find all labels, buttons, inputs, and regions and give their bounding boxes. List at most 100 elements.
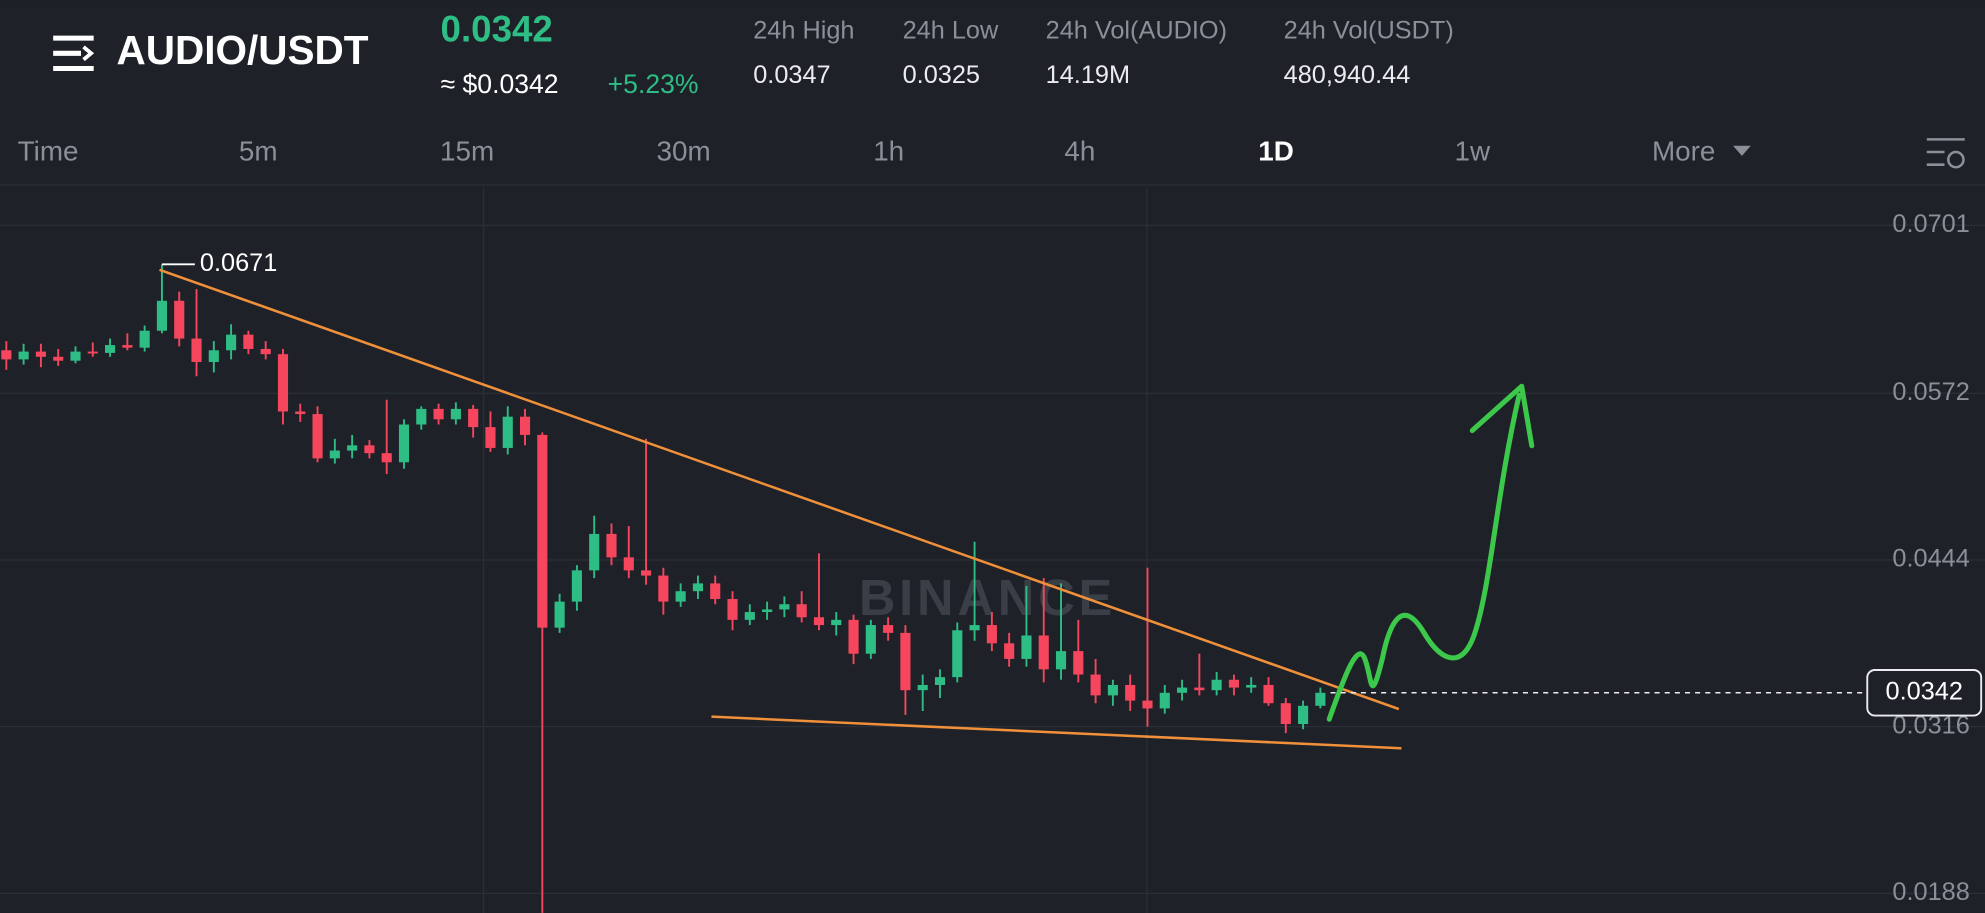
timeframe-tab[interactable]: 30m [657, 136, 711, 167]
candle-body [1298, 705, 1309, 725]
candle-body [1315, 692, 1326, 706]
stat-value: 14.19M [1046, 61, 1130, 89]
candle-body [744, 612, 755, 620]
candle-body [831, 619, 842, 626]
candle-body [710, 583, 721, 600]
stats: 24h High 0.0347 24h Low 0.0325 24h Vol(AUDIO… [753, 16, 1454, 88]
candle-body [416, 408, 427, 425]
candle-body [485, 427, 496, 448]
watermark: BINANCE [859, 569, 1116, 626]
candle-body [934, 677, 946, 685]
candle-body [865, 625, 876, 654]
candle-body [1176, 687, 1188, 693]
stat-label: 24h Vol(AUDIO) [1046, 16, 1227, 44]
candle-body [969, 625, 980, 631]
candle-body [139, 330, 150, 348]
candle-body [813, 617, 825, 626]
candle-body [519, 416, 531, 435]
candle-body [277, 354, 289, 412]
stat-value: 0.0347 [753, 61, 830, 89]
last-price-box [1866, 669, 1983, 717]
candle-body [174, 300, 185, 339]
candle-body [191, 338, 202, 362]
candle-body [727, 599, 738, 620]
y-tick-label: 0.0444 [1892, 545, 1969, 573]
timeframe-tab[interactable]: Time [18, 136, 79, 167]
candle-body [1263, 684, 1274, 704]
stat-value: 480,940.44 [1284, 61, 1411, 89]
candle-body [623, 557, 634, 571]
candle-body [312, 414, 323, 459]
candle-body [329, 450, 340, 459]
candle-body [35, 351, 46, 357]
candle-body [1159, 692, 1170, 709]
high-label: 0.0671 [200, 249, 277, 277]
candle-body [1142, 700, 1153, 709]
candle-body [18, 351, 29, 360]
candle-body [779, 604, 790, 610]
candle-body [450, 408, 461, 420]
candle-body [1055, 651, 1067, 670]
candle-body [433, 408, 444, 420]
timeframe-tab[interactable]: 1D [1258, 136, 1294, 167]
last-price-label: 0.0342 [1886, 677, 1963, 705]
candle-body [1211, 679, 1222, 691]
candle-body [1073, 651, 1084, 675]
settings-icon[interactable] [1926, 138, 1965, 169]
y-tick-label: 0.0701 [1892, 210, 1969, 238]
candle-body [1228, 679, 1239, 688]
price-usd: ≈ $0.0342 [441, 69, 559, 99]
stat-label: 24h Vol(USDT) [1284, 16, 1454, 44]
candle-body [1004, 643, 1015, 659]
candle-body [589, 533, 600, 571]
candle-body [364, 445, 375, 454]
last-price: 0.0342 [441, 8, 553, 49]
candle-body [468, 408, 479, 428]
candle-body [347, 445, 358, 451]
y-tick-label: 0.0572 [1892, 378, 1969, 406]
plot [0, 224, 1985, 913]
candle-body [105, 345, 116, 353]
candle-body [848, 619, 859, 654]
timeframe-tab[interactable]: More [1652, 136, 1715, 167]
candle-body [1090, 674, 1101, 696]
timeframe-tab[interactable]: 5m [239, 136, 278, 167]
dropdown-arrow [1733, 145, 1751, 156]
candle-body [226, 334, 237, 351]
candle-body [952, 630, 963, 678]
timeframe-tabs: Time 5m 15m 30m 1h 4h 1D 1w More [18, 136, 1751, 167]
candle-body [675, 591, 686, 602]
candle-body [260, 348, 271, 355]
candle-body [502, 416, 513, 448]
candle-body [156, 300, 168, 331]
candle-body [243, 334, 254, 349]
menu-icon[interactable] [53, 35, 95, 72]
candle-body [537, 434, 548, 628]
candle-body [658, 575, 669, 602]
timeframe-tab[interactable]: 15m [440, 136, 494, 167]
y-tick-label: 0.0188 [1892, 878, 1969, 906]
candle-body [692, 583, 703, 592]
candle-body [295, 411, 306, 415]
candle-body [208, 350, 219, 362]
timeframe-tab[interactable]: 1h [873, 136, 904, 167]
timeframe-tab[interactable]: 4h [1064, 136, 1095, 167]
candle-body [554, 601, 565, 628]
candle-body [1107, 684, 1118, 696]
candle-body [1, 350, 12, 360]
projection-arrow [1326, 383, 1535, 722]
candle-body [1246, 684, 1257, 688]
candle-body [1125, 684, 1136, 701]
candle-body [606, 533, 617, 558]
timeframe-tab[interactable]: 1w [1454, 136, 1490, 167]
candle-body [70, 351, 81, 361]
candle-body [796, 604, 807, 618]
candle-body [53, 356, 64, 361]
price-change: +5.23% [608, 69, 699, 99]
candle-body [381, 453, 392, 463]
candle-body [986, 625, 997, 644]
candle-body [900, 632, 911, 691]
stat-value: 0.0325 [903, 61, 980, 89]
candle-body [1280, 703, 1291, 725]
